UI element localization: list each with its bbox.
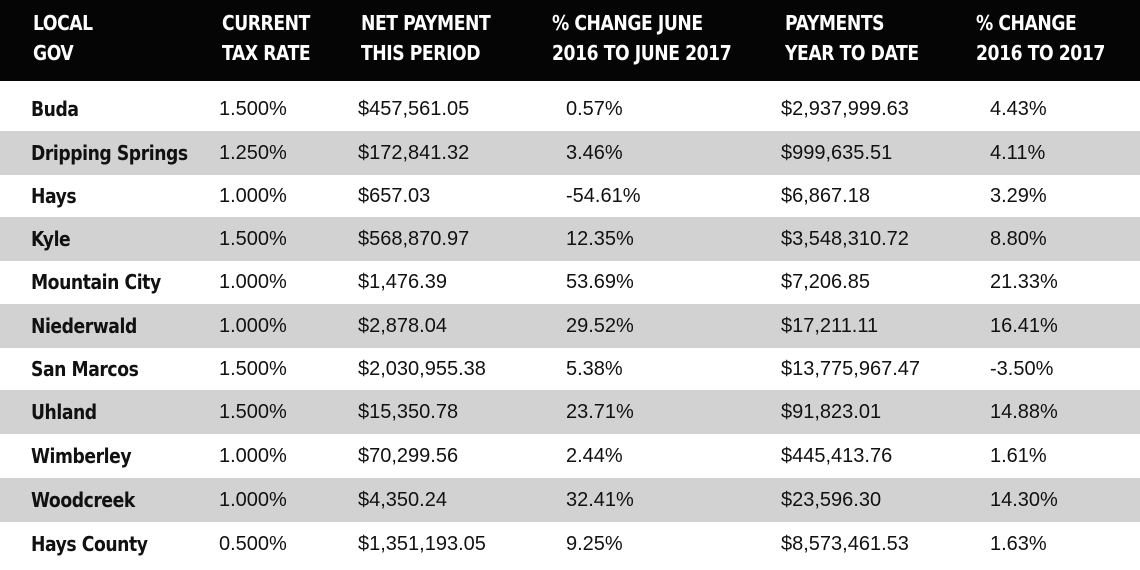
change-june-cell: 9.25%: [566, 533, 623, 555]
payments-ytd-cell: $6,867.18: [781, 185, 870, 207]
change-june-cell: -54.61%: [566, 185, 641, 207]
change-june-cell: 2.44%: [566, 445, 623, 467]
table-row: San Marcos 1.500% $2,030,955.38 5.38% $1…: [0, 347, 1140, 391]
local-gov-cell: Dripping Springs: [31, 141, 188, 165]
header-change-june: % CHANGE JUNE 2016 TO JUNE 2017: [552, 8, 732, 68]
header-label-line: 2016 TO JUNE 2017: [552, 41, 732, 65]
change-year-cell: 21.33%: [990, 271, 1058, 293]
payments-ytd-cell: $999,635.51: [781, 142, 893, 164]
payments-ytd-cell: $91,823.01: [781, 401, 882, 423]
payments-ytd-cell: $7,206.85: [781, 271, 870, 293]
change-june-cell: 3.46%: [566, 142, 623, 164]
tax-rate-cell: 1.500%: [219, 358, 287, 380]
header-current-tax-rate: CURRENT TAX RATE: [222, 8, 311, 68]
local-gov-cell: Niederwald: [31, 314, 137, 338]
change-year-cell: 3.29%: [990, 185, 1047, 207]
net-payment-cell: $70,299.56: [358, 445, 459, 467]
tax-rate-cell: 1.500%: [219, 98, 287, 120]
header-label-line: GOV: [33, 41, 74, 65]
net-payment-cell: $15,350.78: [358, 401, 459, 423]
tax-rate-cell: 1.000%: [219, 489, 287, 511]
change-year-cell: 1.63%: [990, 533, 1047, 555]
tax-rate-cell: 1.000%: [219, 271, 287, 293]
change-year-cell: 1.61%: [990, 445, 1047, 467]
header-local-gov: LOCAL GOV: [33, 8, 93, 68]
change-june-cell: 29.52%: [566, 315, 634, 337]
local-gov-cell: Kyle: [31, 227, 71, 251]
table-row: Buda 1.500% $457,561.05 0.57% $2,937,999…: [0, 87, 1140, 131]
payments-ytd-cell: $13,775,967.47: [781, 358, 921, 380]
payments-ytd-cell: $3,548,310.72: [781, 228, 909, 250]
change-year-cell: 16.41%: [990, 315, 1058, 337]
change-year-cell: 14.30%: [990, 489, 1058, 511]
tax-rate-cell: 1.000%: [219, 315, 287, 337]
change-june-cell: 12.35%: [566, 228, 634, 250]
header-label-line: % CHANGE: [976, 11, 1077, 35]
net-payment-cell: $1,351,193.05: [358, 533, 486, 555]
local-gov-cell: Mountain City: [31, 270, 161, 294]
local-gov-cell: Uhland: [31, 400, 97, 424]
table-row: Woodcreek 1.000% $4,350.24 32.41% $23,59…: [0, 478, 1140, 522]
header-net-payment: NET PAYMENT THIS PERIOD: [361, 8, 491, 68]
tax-rate-cell: 1.500%: [219, 228, 287, 250]
tax-rate-cell: 1.500%: [219, 401, 287, 423]
net-payment-cell: $2,878.04: [358, 315, 447, 337]
tax-rate-cell: 1.000%: [219, 445, 287, 467]
local-gov-cell: Buda: [31, 97, 79, 121]
tax-rate-cell: 1.000%: [219, 185, 287, 207]
table-row: Hays 1.000% $657.03 -54.61% $6,867.18 3.…: [0, 174, 1140, 218]
table-row: Dripping Springs 1.250% $172,841.32 3.46…: [0, 131, 1140, 175]
payments-ytd-cell: $8,573,461.53: [781, 533, 909, 555]
change-year-cell: 4.11%: [990, 142, 1046, 164]
local-gov-cell: Hays County: [31, 532, 148, 556]
table-header: LOCAL GOV CURRENT TAX RATE NET PAYMENT T…: [0, 0, 1140, 81]
change-june-cell: 0.57%: [566, 98, 623, 120]
header-payments-ytd: PAYMENTS YEAR TO DATE: [785, 8, 919, 68]
table-row: Kyle 1.500% $568,870.97 12.35% $3,548,31…: [0, 217, 1140, 261]
table-row: Hays County 0.500% $1,351,193.05 9.25% $…: [0, 522, 1140, 566]
net-payment-cell: $2,030,955.38: [358, 358, 486, 380]
header-label-line: PAYMENTS: [785, 11, 885, 35]
change-june-cell: 5.38%: [566, 358, 623, 380]
change-year-cell: 8.80%: [990, 228, 1047, 250]
change-year-cell: 4.43%: [990, 98, 1047, 120]
header-label-line: NET PAYMENT: [361, 11, 491, 35]
local-gov-cell: San Marcos: [31, 357, 139, 381]
tax-rate-cell: 0.500%: [219, 533, 287, 555]
change-year-cell: 14.88%: [990, 401, 1058, 423]
tax-rate-cell: 1.250%: [219, 142, 287, 164]
header-label-line: % CHANGE JUNE: [552, 11, 703, 35]
table-row: Niederwald 1.000% $2,878.04 29.52% $17,2…: [0, 304, 1140, 348]
net-payment-cell: $1,476.39: [358, 271, 447, 293]
payments-ytd-cell: $17,211.11: [781, 315, 879, 337]
change-june-cell: 23.71%: [566, 401, 634, 423]
net-payment-cell: $657.03: [358, 185, 431, 207]
header-label-line: LOCAL: [33, 11, 93, 35]
header-label-line: YEAR TO DATE: [785, 41, 919, 65]
payments-ytd-cell: $23,596.30: [781, 489, 882, 511]
local-gov-cell: Woodcreek: [31, 488, 135, 512]
net-payment-cell: $457,561.05: [358, 98, 470, 120]
table-row: Mountain City 1.000% $1,476.39 53.69% $7…: [0, 260, 1140, 304]
payments-ytd-cell: $2,937,999.63: [781, 98, 909, 120]
header-label-line: TAX RATE: [222, 41, 311, 65]
header-label-line: 2016 TO 2017: [976, 41, 1105, 65]
change-june-cell: 53.69%: [566, 271, 634, 293]
header-label-line: THIS PERIOD: [361, 41, 481, 65]
local-gov-cell: Wimberley: [31, 444, 132, 468]
table-row: Uhland 1.500% $15,350.78 23.71% $91,823.…: [0, 390, 1140, 434]
table-row: Wimberley 1.000% $70,299.56 2.44% $445,4…: [0, 434, 1140, 478]
header-change-year: % CHANGE 2016 TO 2017: [976, 8, 1105, 68]
header-label-line: CURRENT: [222, 11, 310, 35]
change-june-cell: 32.41%: [566, 489, 634, 511]
net-payment-cell: $172,841.32: [358, 142, 470, 164]
net-payment-cell: $4,350.24: [358, 489, 447, 511]
change-year-cell: -3.50%: [990, 358, 1054, 380]
payments-ytd-cell: $445,413.76: [781, 445, 893, 467]
local-gov-cell: Hays: [31, 184, 77, 208]
net-payment-cell: $568,870.97: [358, 228, 470, 250]
